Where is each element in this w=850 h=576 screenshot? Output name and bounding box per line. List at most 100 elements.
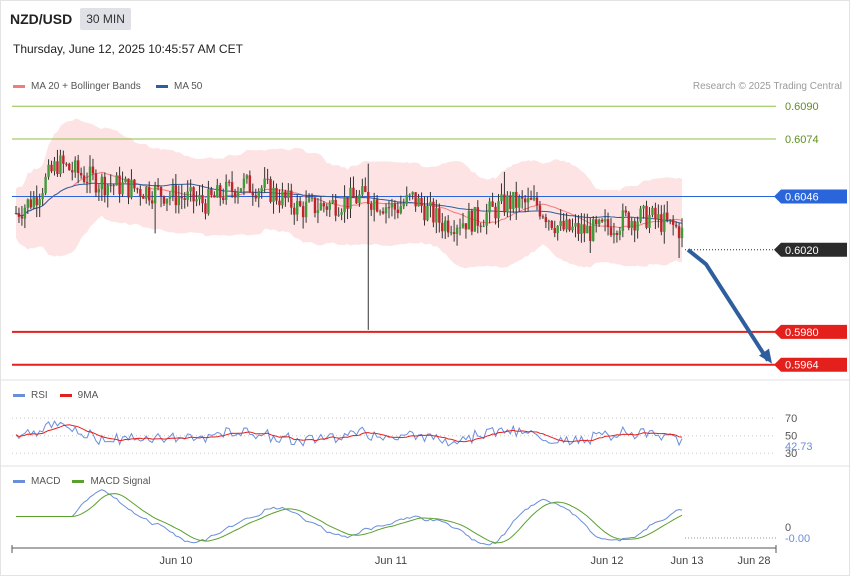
candle [645,200,648,230]
macd-zero-label: 0 [785,522,791,534]
candle [82,166,86,184]
candle [281,182,284,209]
candle [275,183,278,205]
copyright: Research © 2025 Trading Central [692,81,842,92]
candle [109,174,112,193]
level-tag-0.5980 [774,324,847,339]
chart-header: NZD/USD 30 MIN [10,8,131,30]
candle [65,162,68,167]
forecast-arrowhead [759,348,772,364]
candle [239,187,243,193]
candle [210,186,213,198]
candle [562,213,565,232]
candle [396,202,400,219]
rsi-ma-label: 9MA [77,390,99,401]
candle [518,194,521,213]
candle [592,216,595,242]
candle [402,198,405,210]
candle [118,166,121,203]
forecast-arrow [686,248,770,362]
candle [461,212,465,229]
candle [455,224,459,246]
candle [680,218,684,248]
candle [666,201,669,223]
candle [219,182,222,206]
level-tag-0.6046 [774,189,847,204]
candle [216,178,219,198]
candle [485,203,488,235]
candle [630,217,633,236]
level-tag-0.6020 [774,242,847,257]
candle [88,155,92,194]
candle [79,167,83,179]
candle [201,184,204,213]
rsi-swatch [13,394,25,397]
candle [322,201,326,213]
candle [390,198,394,217]
level-label-0.6046: 0.6046 [785,191,819,203]
candle [438,203,441,233]
candle [494,202,497,225]
candle [41,187,44,206]
candle [174,174,178,214]
candle [293,202,296,225]
candle [316,198,320,224]
candle [429,191,432,218]
candle [236,186,240,204]
ma50-label: MA 50 [174,81,203,92]
candle [227,179,231,187]
candle [328,200,331,218]
candle [32,191,35,210]
candle [375,195,379,213]
candle [29,191,33,210]
candle [224,174,228,205]
candle [195,191,198,207]
ma50-line [15,182,683,224]
candle [577,214,580,241]
candle [633,218,636,243]
candle [313,196,317,218]
level-label-0.5964: 0.5964 [785,360,819,372]
candle [488,197,491,224]
candle [254,188,257,202]
macd-line [16,489,683,546]
candle [180,184,183,210]
candle [417,193,420,207]
candle [349,177,352,219]
candle [639,205,642,224]
candle [535,191,539,211]
candle [100,173,104,201]
macd-label: MACD [31,476,61,487]
candle [446,215,450,238]
candle [266,168,269,185]
candle [337,207,340,217]
candle [615,230,619,243]
bollinger-band [16,118,683,269]
macd-signal-line [16,493,683,544]
candle [233,188,237,204]
candle [553,220,556,238]
candle [156,178,160,191]
candle [35,185,38,218]
candle [186,180,189,207]
candle [426,196,429,222]
timeframe-badge[interactable]: 30 MIN [80,8,131,30]
candle [189,179,192,202]
candle [319,196,323,211]
candle [583,213,586,243]
candle [606,212,610,236]
candle [358,190,361,207]
candle [671,215,675,236]
candle [133,178,136,192]
candle [124,176,127,183]
candle [251,183,255,206]
candle [284,189,287,207]
candle [307,193,311,203]
candle [26,198,30,215]
ma20-line [15,171,683,229]
candle [76,154,80,184]
candle [432,198,435,228]
candle [145,186,148,204]
timestamp: Thursday, June 12, 2025 10:45:57 AM CET [13,42,243,56]
level-label-0.6074: 0.6074 [785,134,819,146]
